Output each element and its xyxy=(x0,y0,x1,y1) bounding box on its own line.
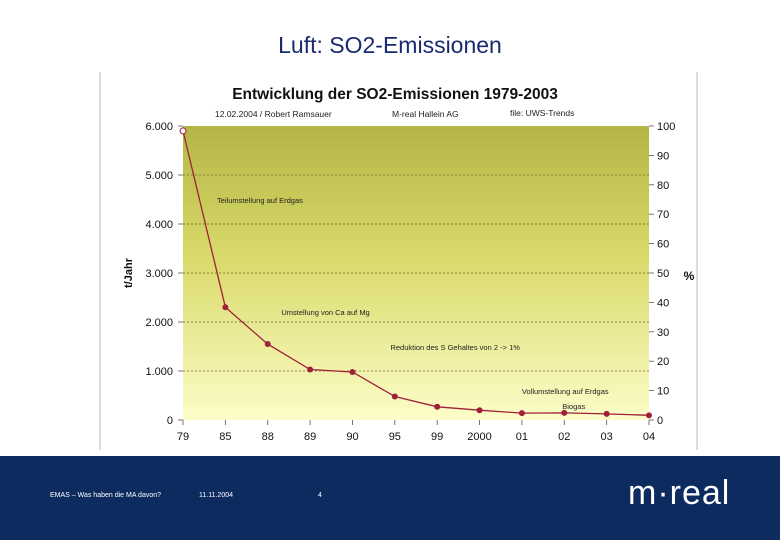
gridlines xyxy=(183,174,649,372)
data-point xyxy=(179,127,187,135)
slide-title: Luft: SO2-Emissionen xyxy=(278,32,502,58)
data-point xyxy=(222,304,229,311)
footer-page-number: 4 xyxy=(318,492,322,499)
chart-title: Entwicklung der SO2-Emissionen 1979-2003 xyxy=(232,86,558,103)
y2-tick-label: 0 xyxy=(657,415,663,427)
x-tick-label: 02 xyxy=(558,431,570,443)
y2-tick-label: 70 xyxy=(657,209,669,221)
chart-subtitle-company: M-real Hallein AG xyxy=(392,109,459,119)
x-tick-label: 90 xyxy=(346,431,358,443)
footer-date: 11.11.2004 xyxy=(199,492,233,499)
x-tick-label: 01 xyxy=(516,431,528,443)
y-tick-label: 0 xyxy=(167,415,173,427)
y2-tick-label: 50 xyxy=(657,268,669,280)
y2-tick-label: 100 xyxy=(657,121,675,133)
y-axis-ticks: 0 1.000 2.000 3.000 4.000 5.000 6.000 xyxy=(145,121,183,427)
y-tick-label: 5.000 xyxy=(145,170,173,182)
y-tick-label: 4.000 xyxy=(145,219,173,231)
annotation-label: Reduktion des S Gehaltes von 2 -> 1% xyxy=(390,343,520,352)
x-tick-label: 88 xyxy=(262,431,274,443)
data-point xyxy=(476,407,483,414)
annotation-label: Biogas xyxy=(562,402,585,411)
y-tick-label: 2.000 xyxy=(145,317,173,329)
x-tick-label: 2000 xyxy=(467,431,491,443)
footer-bar xyxy=(0,456,780,540)
y2-tick-label: 60 xyxy=(657,239,669,251)
annotation-label: Teilumstellung auf Erdgas xyxy=(217,196,303,205)
x-tick-label: 95 xyxy=(389,431,401,443)
chart-subtitle-author: 12.02.2004 / Robert Ramsauer xyxy=(215,109,332,119)
x-tick-label: 04 xyxy=(643,431,655,443)
y2-tick-label: 90 xyxy=(657,150,669,162)
y2-tick-label: 10 xyxy=(657,386,669,398)
data-point xyxy=(561,409,568,416)
footer-presentation-title: EMAS – Was haben die MA davon? xyxy=(50,492,162,499)
x-axis-ticks: 79 85 88 89 90 95 99 2000 01 02 03 04 xyxy=(177,420,655,443)
y2-tick-label: 20 xyxy=(657,356,669,368)
data-point xyxy=(646,412,652,419)
x-tick-label: 85 xyxy=(219,431,231,443)
so2-emissions-chart: Entwicklung der SO2-Emissionen 1979-2003… xyxy=(99,72,698,450)
data-point xyxy=(434,403,441,410)
annotation-label: Vollumstellung auf Erdgas xyxy=(522,387,609,396)
chart-subtitle-file: file: UWS-Trends xyxy=(510,108,574,118)
data-point xyxy=(349,368,356,375)
data-point xyxy=(391,393,398,400)
x-tick-label: 03 xyxy=(601,431,613,443)
data-point xyxy=(603,410,610,417)
annotations: Teilumstellung auf Erdgas Umstellung von … xyxy=(217,196,609,411)
annotation-label: Umstellung von Ca auf Mg xyxy=(281,308,369,317)
data-point xyxy=(264,341,271,348)
y2-axis-label: % xyxy=(684,269,695,283)
mreal-logo: m·real xyxy=(628,474,731,512)
y2-tick-label: 30 xyxy=(657,327,669,339)
y2-tick-label: 40 xyxy=(657,297,669,309)
x-tick-label: 79 xyxy=(177,431,189,443)
y-tick-label: 6.000 xyxy=(145,121,173,133)
data-points xyxy=(179,127,652,419)
data-point xyxy=(307,366,314,373)
y-tick-label: 3.000 xyxy=(145,268,173,280)
series-line xyxy=(182,130,650,416)
y2-axis-ticks: 0 10 20 30 40 50 60 70 80 90 100 xyxy=(649,121,675,427)
y2-tick-label: 80 xyxy=(657,180,669,192)
x-tick-label: 89 xyxy=(304,431,316,443)
y-tick-label: 1.000 xyxy=(145,366,173,378)
y-axis-label: t/Jahr xyxy=(123,257,135,288)
data-point xyxy=(518,410,525,417)
x-tick-label: 99 xyxy=(431,431,443,443)
